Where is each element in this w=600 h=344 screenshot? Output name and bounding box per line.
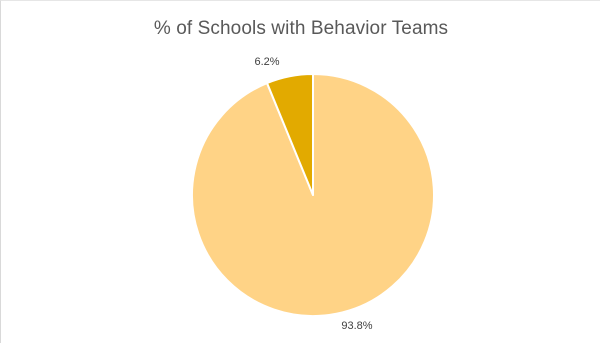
chart-title: % of Schools with Behavior Teams — [153, 18, 449, 39]
data-label-0: 93.8% — [341, 320, 372, 332]
pie-slice-1 — [266, 73, 314, 196]
data-label-1: 6.2% — [254, 56, 279, 68]
